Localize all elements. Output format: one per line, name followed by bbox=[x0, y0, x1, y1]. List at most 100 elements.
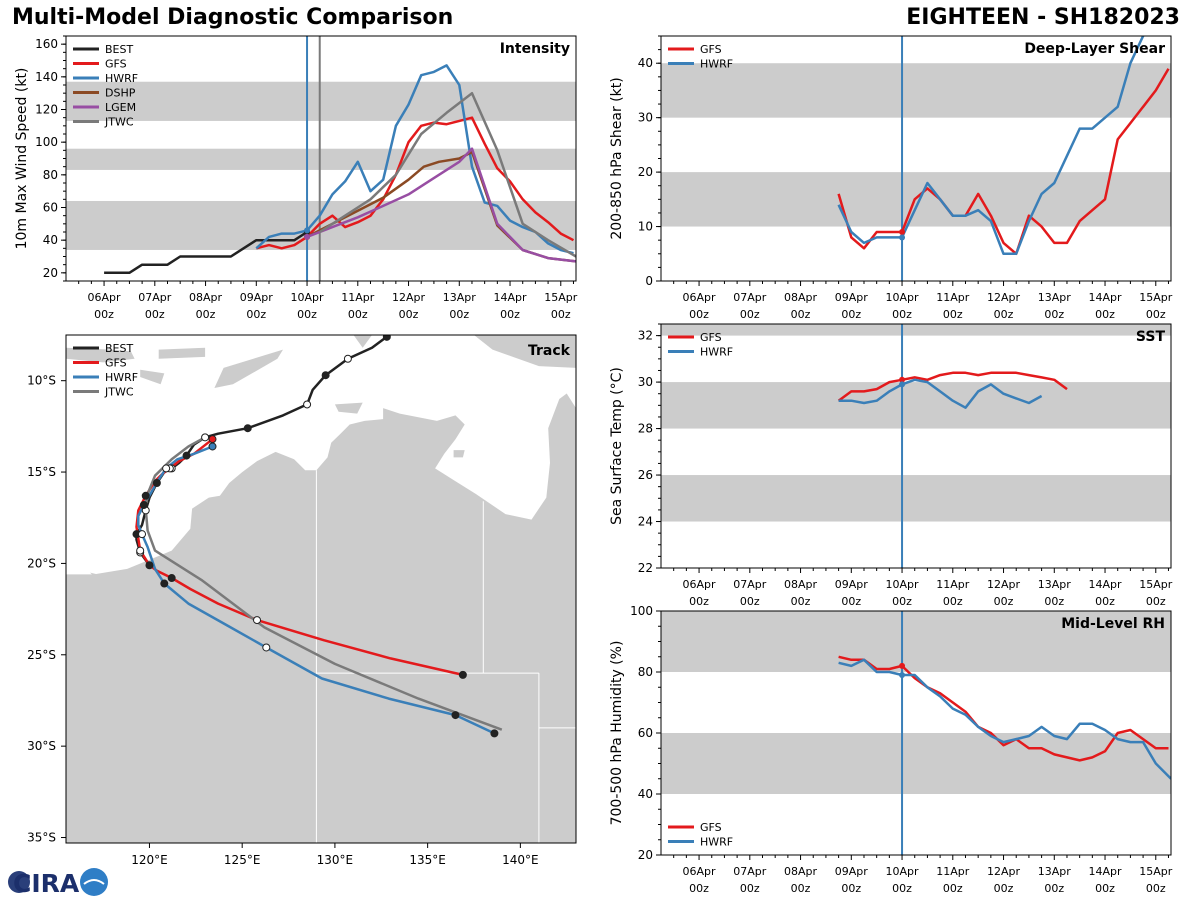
x-tick-hour: 00z bbox=[943, 882, 963, 895]
x-tick-hour: 00z bbox=[740, 308, 760, 321]
x-tick-hour: 00z bbox=[689, 308, 709, 321]
track-point-hwrf bbox=[208, 442, 217, 451]
initial-point-gfs bbox=[899, 662, 906, 669]
x-tick-hour: 00z bbox=[994, 595, 1014, 608]
x-tick-hour: 00z bbox=[689, 882, 709, 895]
track-point-hwrf bbox=[162, 464, 171, 473]
y-tick-label: 20°S bbox=[27, 556, 56, 570]
x-tick-date: 11Apr bbox=[341, 291, 375, 304]
legend-label: HWRF bbox=[105, 371, 138, 384]
x-tick-hour: 00z bbox=[500, 308, 520, 321]
x-tick-label: 135°E bbox=[409, 853, 446, 867]
recherche-islands bbox=[205, 817, 217, 823]
y-tick-label: 10°S bbox=[27, 374, 56, 388]
x-tick-date: 12Apr bbox=[987, 578, 1021, 591]
track-point-best bbox=[201, 433, 210, 442]
legend-label: GFS bbox=[700, 821, 722, 834]
track-point-best bbox=[243, 424, 252, 433]
lesser-sunda-islands-west bbox=[66, 347, 135, 363]
threshold-band bbox=[661, 382, 1171, 429]
x-tick-date: 10Apr bbox=[291, 291, 325, 304]
initial-point-lgem bbox=[304, 233, 311, 240]
x-tick-date: 13Apr bbox=[1038, 578, 1072, 591]
y-tick-label: 100 bbox=[630, 604, 653, 618]
x-tick-hour: 00z bbox=[348, 308, 368, 321]
y-tick-label: 20 bbox=[638, 848, 653, 862]
panel-label: Deep-Layer Shear bbox=[1024, 41, 1165, 57]
x-tick-hour: 00z bbox=[196, 308, 216, 321]
x-tick-hour: 00z bbox=[449, 308, 469, 321]
x-tick-hour: 00z bbox=[994, 308, 1014, 321]
threshold-band bbox=[661, 63, 1171, 118]
panel-label: Track bbox=[528, 343, 571, 359]
initial-point-gfs bbox=[899, 376, 906, 383]
threshold-band bbox=[661, 733, 1171, 794]
panel-label: Mid-Level RH bbox=[1061, 616, 1165, 632]
initial-point-hwrf bbox=[899, 234, 906, 241]
x-tick-hour: 00z bbox=[1146, 308, 1166, 321]
legend-label: HWRF bbox=[700, 58, 733, 71]
x-tick-date: 08Apr bbox=[189, 291, 223, 304]
legend-label: GFS bbox=[105, 58, 127, 71]
x-tick-date: 15Apr bbox=[544, 291, 578, 304]
logo-text: CIRA bbox=[13, 869, 80, 898]
x-tick-hour: 00z bbox=[943, 308, 963, 321]
map-frame bbox=[65, 334, 577, 844]
x-tick-hour: 00z bbox=[943, 595, 963, 608]
track-line-jtwc bbox=[144, 436, 503, 731]
x-tick-hour: 00z bbox=[551, 308, 571, 321]
legend-label: LGEM bbox=[105, 101, 136, 114]
x-tick-label: 130°E bbox=[317, 853, 354, 867]
track-point-hwrf bbox=[262, 643, 271, 652]
x-tick-hour: 00z bbox=[1044, 882, 1064, 895]
dampier-islands bbox=[90, 572, 98, 577]
threshold-band bbox=[661, 611, 1171, 672]
legend-label: BEST bbox=[105, 43, 133, 56]
sumba-island bbox=[140, 369, 165, 385]
x-tick-hour: 00z bbox=[297, 308, 317, 321]
track-point-hwrf bbox=[160, 579, 169, 588]
track-point-best bbox=[343, 354, 352, 363]
initial-point-hwrf bbox=[899, 381, 906, 388]
cira-logo: CIRA bbox=[8, 868, 108, 898]
australia-landmass bbox=[66, 393, 576, 843]
x-tick-hour: 00z bbox=[1044, 595, 1064, 608]
track-point-hwrf bbox=[451, 711, 460, 720]
series-line-hwrf bbox=[837, 36, 1146, 256]
x-tick-hour: 00z bbox=[1146, 595, 1166, 608]
sst-chart: 22 24 26 28 30 32 06Apr 00z 07Apr 00z 08Apr 00z 09Ap… bbox=[609, 323, 1173, 608]
y-tick-label: 24 bbox=[638, 515, 653, 529]
x-tick-hour: 00z bbox=[740, 595, 760, 608]
shear-chart: 0 10 20 30 40 06Apr 00z 07Apr 00z 08Apr 00z 09Apr 00… bbox=[609, 35, 1173, 321]
y-tick-label: 35°S bbox=[27, 831, 56, 845]
x-tick-date: 13Apr bbox=[1038, 865, 1072, 878]
legend-label: GFS bbox=[700, 331, 722, 344]
x-tick-date: 12Apr bbox=[987, 291, 1021, 304]
x-tick-hour: 00z bbox=[1095, 882, 1115, 895]
y-tick-label: 120 bbox=[35, 103, 58, 117]
panel-label: SST bbox=[1136, 329, 1166, 345]
y-tick-label: 20 bbox=[43, 266, 58, 280]
y-tick-label: 26 bbox=[638, 468, 653, 482]
series-line-gfs bbox=[838, 655, 1169, 762]
x-tick-date: 14Apr bbox=[1089, 865, 1123, 878]
x-tick-date: 15Apr bbox=[1139, 578, 1173, 591]
x-tick-date: 11Apr bbox=[936, 291, 970, 304]
y-tick-label: 160 bbox=[35, 37, 58, 51]
series-line-gfs bbox=[837, 68, 1170, 256]
y-tick-label: 40 bbox=[638, 787, 653, 801]
track-point-best bbox=[382, 335, 391, 341]
x-tick-hour: 00z bbox=[841, 595, 861, 608]
globe-icon bbox=[8, 871, 30, 893]
track-point-hwrf bbox=[138, 530, 147, 539]
x-tick-hour: 00z bbox=[94, 308, 114, 321]
track-map: 120°E 125°E 130°E 135°E 140°E 10°S 15°S 20°S 25°… bbox=[27, 334, 577, 867]
y-tick-label: 0 bbox=[645, 274, 653, 288]
panel-label: Intensity bbox=[500, 41, 570, 57]
x-tick-date: 07Apr bbox=[733, 578, 767, 591]
y-tick-label: 140 bbox=[35, 70, 58, 84]
map-area bbox=[66, 335, 576, 843]
y-axis-label: 10m Max Wind Speed (kt) bbox=[14, 68, 30, 250]
x-tick-date: 10Apr bbox=[886, 291, 920, 304]
x-tick-hour: 00z bbox=[994, 882, 1014, 895]
